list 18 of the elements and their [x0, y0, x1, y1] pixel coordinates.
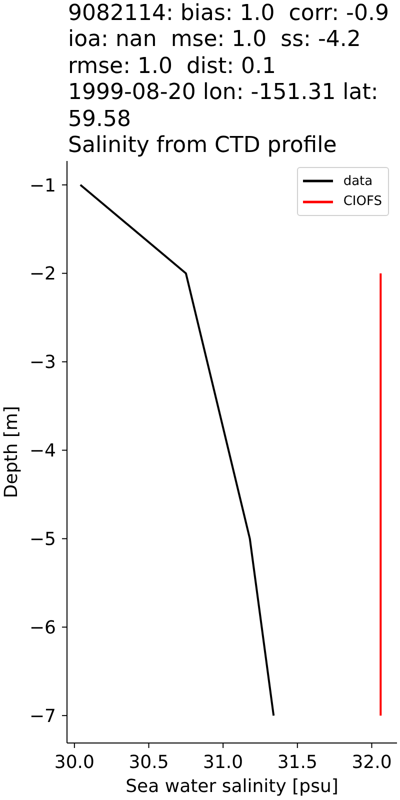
y-axis-title: Depth [m] [1, 406, 22, 498]
x-tick-label: 32.0 [352, 752, 392, 773]
x-tick-label: 31.0 [203, 752, 244, 773]
y-tick-label: −1 [29, 175, 56, 196]
y-tick-label: −3 [29, 352, 56, 374]
legend-label: data [343, 174, 373, 189]
y-tick-label: −5 [29, 529, 56, 550]
line-series [79, 184, 275, 717]
y-tick-label: −4 [29, 440, 56, 462]
chart-title: 9082114: bias: 1.0 corr: -0.9 ioa: nan mse: 1.0 ss: -4.2 rmse: 1.0 dist: 0.1 1999-08-20 lon: -151.31 lat: 59.58 Salinity from CTD profile [68, 1, 389, 160]
x-tick-label: 30.0 [54, 752, 94, 773]
x-axis-title: Sea water salinity [psu] [126, 776, 338, 797]
x-tick-label: 30.5 [128, 752, 169, 773]
y-tick-label: −2 [29, 264, 56, 285]
legend-label: CIOFS [343, 194, 382, 210]
x-tick-label: 31.5 [277, 752, 318, 773]
y-tick-label: −7 [29, 706, 56, 727]
y-tick-label: −6 [29, 618, 56, 639]
